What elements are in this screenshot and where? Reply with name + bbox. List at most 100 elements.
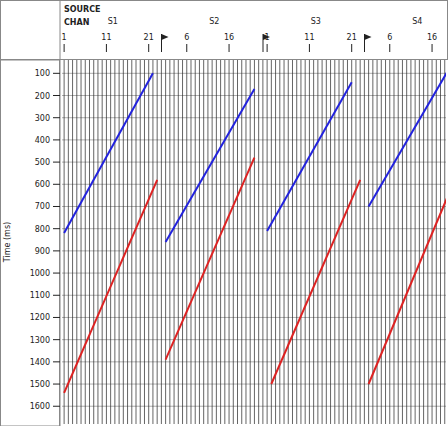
y-tick-label: 300 [35, 114, 50, 123]
trace [284, 60, 285, 424]
y-tick-label: 100 [35, 69, 50, 78]
trace [140, 60, 141, 424]
channel-tick-label: 6 [184, 33, 189, 42]
y-tick-label: 600 [35, 180, 50, 189]
channel-tick-label: 21 [144, 33, 154, 42]
header-frame [1, 1, 448, 60]
trace [203, 60, 204, 424]
channel-tick-label: 16 [427, 33, 437, 42]
trace [212, 60, 213, 424]
trace [393, 60, 394, 424]
trace [406, 60, 407, 424]
trace [119, 60, 120, 424]
trace [440, 60, 441, 424]
y-tick-label: 800 [35, 225, 50, 234]
pick-line [166, 89, 255, 242]
y-axis-title: Time (ms) [3, 222, 12, 263]
trace [254, 60, 255, 424]
y-tick-label: 1200 [30, 313, 50, 322]
y-tick [53, 273, 60, 274]
grid-line [62, 73, 446, 74]
trace [182, 60, 183, 424]
trace [372, 60, 373, 424]
grid-line [62, 184, 446, 185]
trace [250, 60, 251, 424]
trace [339, 60, 340, 424]
trace [131, 60, 132, 424]
trace [355, 60, 356, 424]
trace [241, 60, 242, 424]
trace [275, 60, 276, 424]
trace [309, 60, 310, 424]
channel-tick [351, 44, 352, 52]
trace [144, 60, 145, 424]
trace [72, 60, 73, 424]
trace [279, 60, 280, 424]
grid-line [62, 139, 446, 140]
trace [385, 60, 386, 424]
trace [305, 60, 306, 424]
pick-line [64, 180, 157, 393]
trace [444, 60, 445, 424]
trace [199, 60, 200, 424]
source-name: S4 [412, 17, 422, 26]
trace [322, 60, 323, 424]
trace [313, 60, 314, 424]
grid-line [62, 117, 446, 118]
trace [224, 60, 225, 424]
y-tick-label: 1500 [30, 380, 50, 389]
channel-tick-label: 6 [387, 33, 392, 42]
trace [186, 60, 187, 424]
channel-tick [432, 44, 433, 52]
trace [93, 60, 94, 424]
channel-tick-label: 1 [62, 33, 67, 42]
y-tick [53, 95, 60, 96]
channel-tick [309, 44, 310, 52]
channel-tick [267, 44, 268, 52]
y-tick-label: 1000 [30, 269, 50, 278]
trace [114, 60, 115, 424]
seismic-chart: SOURCECHANS111121S2616S311121S4616100200… [0, 0, 448, 426]
flag [365, 34, 372, 40]
channel-tick [106, 44, 107, 52]
y-tick [53, 117, 60, 118]
channel-tick [389, 44, 390, 52]
trace [377, 60, 378, 424]
trace [432, 60, 433, 424]
trace [389, 60, 390, 424]
trace [195, 60, 196, 424]
trace [343, 60, 344, 424]
channel-tick [229, 44, 230, 52]
trace [169, 60, 170, 424]
y-tick [53, 206, 60, 207]
trace [85, 60, 86, 424]
trace [136, 60, 137, 424]
trace [258, 60, 259, 424]
y-tick-label: 1600 [30, 402, 50, 411]
channel-tick-label: 1 [265, 33, 270, 42]
trace [262, 60, 263, 424]
trace [300, 60, 301, 424]
trace [229, 60, 230, 424]
trace [398, 60, 399, 424]
y-tick-label: 1400 [30, 358, 50, 367]
trace [360, 60, 361, 424]
plot-area [62, 60, 446, 424]
y-tick [53, 317, 60, 318]
trace [81, 60, 82, 424]
axis-frame [1, 60, 60, 426]
trace [368, 60, 369, 424]
y-tick-label: 700 [35, 202, 50, 211]
y-tick [53, 139, 60, 140]
y-tick [53, 406, 60, 407]
source-name: S2 [209, 17, 219, 26]
trace [330, 60, 331, 424]
channel-tick-label: 16 [224, 33, 234, 42]
trace [237, 60, 238, 424]
trace [317, 60, 318, 424]
trace [68, 60, 69, 424]
trace [267, 60, 268, 424]
y-tick-label: 400 [35, 136, 50, 145]
trace [419, 60, 420, 424]
y-tick [53, 73, 60, 74]
